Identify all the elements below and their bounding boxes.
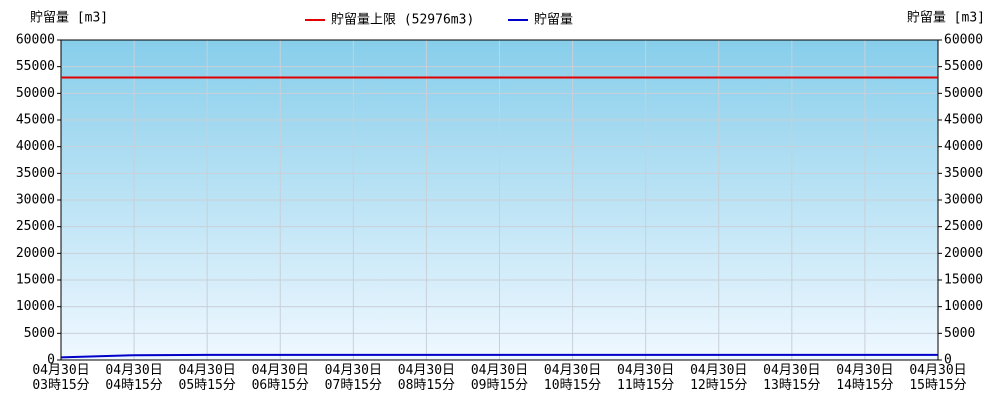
y-tick-label: 15000 <box>16 273 55 288</box>
x-tick-label: 04月30日 08時15分 <box>397 363 456 393</box>
x-tick-label: 04月30日 12時15分 <box>690 363 748 393</box>
y2-tick-label: 25000 <box>944 219 983 234</box>
y-tick-label: 5000 <box>24 326 55 341</box>
y2-axis-label: 貯留量 [m3] <box>907 11 985 26</box>
y2-tick-label: 0 <box>944 353 952 368</box>
x-tick-label: 04月30日 04時15分 <box>105 363 163 393</box>
x-tick-label: 04月30日 09時15分 <box>470 363 529 393</box>
x-tick-label: 04月30日 15時15分 <box>909 363 967 393</box>
x-tick-label: 04月30日 07時15分 <box>324 363 382 393</box>
x-tick-label: 04月30日 11時15分 <box>617 363 675 393</box>
y-tick-label: 30000 <box>16 193 55 208</box>
y-tick-label: 50000 <box>16 86 55 101</box>
y-tick-label: 60000 <box>16 33 55 48</box>
y-tick-label: 45000 <box>16 113 55 128</box>
y-tick-label: 55000 <box>16 59 55 74</box>
y2-tick-label: 45000 <box>944 113 983 128</box>
y-tick-label: 10000 <box>16 299 55 314</box>
x-tick-label: 04月30日 10時15分 <box>543 363 602 393</box>
y2-tick-label: 15000 <box>944 273 983 288</box>
y-tick-label: 40000 <box>16 139 55 154</box>
y-tick-label: 35000 <box>16 166 55 181</box>
y2-tick-label: 30000 <box>944 193 983 208</box>
y-tick-label: 0 <box>47 353 55 368</box>
y2-tick-label: 20000 <box>944 246 983 261</box>
y2-tick-label: 10000 <box>944 299 983 314</box>
x-tick-label: 04月30日 14時15分 <box>836 363 894 393</box>
y-tick-label: 25000 <box>16 219 55 234</box>
y2-tick-label: 60000 <box>944 33 983 48</box>
plot-border <box>60 39 939 361</box>
y2-tick-label: 35000 <box>944 166 983 181</box>
legend-label: 貯留量上限 (52976m3) <box>331 13 474 28</box>
y-tick-label: 20000 <box>16 246 55 261</box>
x-tick-label: 04月30日 13時15分 <box>763 363 821 393</box>
y2-tick-label: 40000 <box>944 139 983 154</box>
x-tick-label: 04月30日 05時15分 <box>178 363 236 393</box>
series-line <box>60 353 938 359</box>
legend-label: 貯留量 <box>534 13 573 28</box>
y-axis-label: 貯留量 [m3] <box>30 11 108 26</box>
x-tick-label: 04月30日 06時15分 <box>251 363 309 393</box>
y2-tick-label: 5000 <box>944 326 975 341</box>
y2-tick-label: 55000 <box>944 59 983 74</box>
y2-tick-label: 50000 <box>944 86 983 101</box>
x-tick-label: 04月30日 03時15分 <box>32 363 90 393</box>
